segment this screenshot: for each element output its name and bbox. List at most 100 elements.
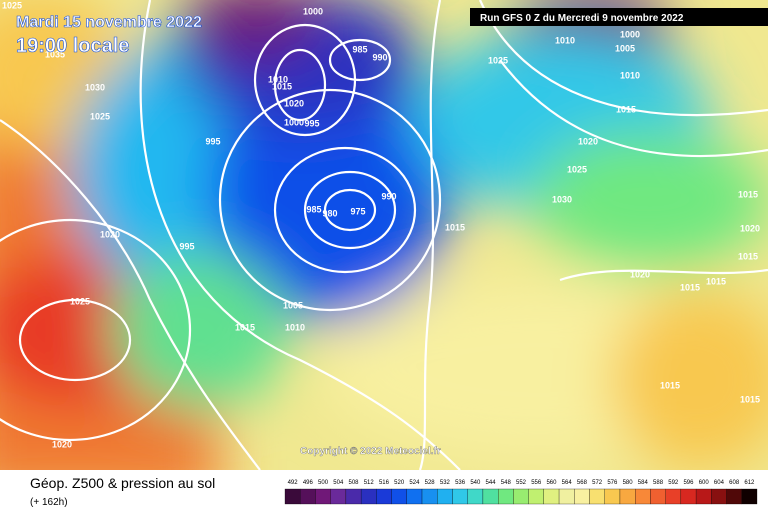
legend-swatch [437,488,453,505]
isobar-label: 1015 [740,394,760,404]
legend-label: 604 [714,480,725,486]
legend-swatch [467,488,484,505]
legend-swatch [498,488,514,505]
legend-swatch [665,488,682,505]
isobar-label: 1020 [52,439,72,449]
isobar-label: 1000 [620,29,640,39]
legend-swatch [513,488,529,505]
footer-lead: (+ 162h) [30,497,68,508]
isobar-label: 1015 [616,104,636,114]
isobar-label: 1030 [85,82,105,92]
legend-label: 612 [744,480,755,486]
color-legend: 492 496 500 504 508 512 516 520 524 528 532 536 540 5… [284,480,758,505]
legend-label: 564 [562,480,573,486]
isobar-label: 1015 [738,189,758,199]
legend-label: 576 [607,480,618,486]
legend-label: 512 [364,480,375,486]
isobar-label: 985 [352,44,367,54]
legend-label: 516 [379,480,390,486]
legend-label: 608 [729,480,740,486]
isobar-label: 1005 [283,300,303,310]
isobar-label: 1015 [235,322,255,332]
isobar-label: 995 [179,241,194,251]
isobar-label: 1025 [90,111,110,121]
isobar-label: 975 [350,206,365,216]
isobar-label: 985 [306,204,321,214]
isobar-label: 1010 [285,322,305,332]
copyright: Copyright © 2022 Meteociel.fr [300,446,441,457]
isobar-label: 995 [205,136,220,146]
forecast-date: Mardi 15 novembre 2022 [16,14,202,31]
geopotential-field [0,0,768,500]
legend-swatch [619,488,636,505]
legend-swatch [315,488,331,505]
isobar-label: 1020 [284,98,304,108]
legend-swatch [452,488,468,505]
legend-swatch [300,488,316,505]
isobar-label: 1010 [555,35,575,45]
legend-swatch [726,488,742,505]
legend-swatch [360,488,377,505]
legend-label: 592 [668,480,679,486]
isobar-label: 1005 [615,43,635,53]
legend-swatch [528,488,544,505]
legend-swatch [650,488,666,505]
legend-label: 520 [394,480,405,486]
legend-swatch [406,488,423,505]
isobar-label: 1020 [630,269,650,279]
legend-label: 492 [288,480,299,486]
legend-label: 556 [531,480,542,486]
isobar-label: 1010 [620,70,640,80]
legend-swatch [741,488,758,505]
isobar-label: 995 [304,118,319,128]
isobar-label: 1010 [268,74,288,84]
legend-swatch [711,488,727,505]
legend-label: 548 [501,480,512,486]
isobar-label: 1030 [552,194,572,204]
legend-label: 536 [455,480,466,486]
legend-swatch [695,488,712,505]
isobar-label: 990 [372,52,387,62]
isobar-label: 1020 [578,136,598,146]
legend-label: 544 [486,480,497,486]
isobar-label: 1035 [45,49,65,59]
legend-swatch [284,488,301,505]
isobars [0,0,768,471]
legend-swatch [543,488,560,505]
legend-label: 600 [699,480,710,486]
legend-swatch [635,488,651,505]
isobar-label: 1015 [680,282,700,292]
legend-swatch [604,488,621,505]
legend-label: 524 [409,480,420,486]
legend-label: 532 [440,480,451,486]
isobar-labels: 1025103510301025995102099510251020100510… [2,0,760,449]
isobar-label: 1000 [284,117,304,127]
legend-label: 572 [592,480,603,486]
legend-label: 528 [425,480,436,486]
legend-label: 500 [318,480,329,486]
footer-title: Géop. Z500 & pression au sol [30,475,215,491]
legend-label: 560 [546,480,557,486]
isobar-label: 1025 [567,164,587,174]
legend-label: 496 [303,480,314,486]
isobar-label: 990 [381,191,396,201]
isobar-label: 1015 [445,222,465,232]
legend-label: 552 [516,480,527,486]
legend-swatch [589,488,605,505]
isobar-label: 1025 [70,296,90,306]
isobar-label: 1020 [740,223,760,233]
isobar-label: 1015 [272,81,292,91]
legend-swatch [680,488,697,505]
legend-label: 584 [638,480,649,486]
legend-label: 596 [683,480,694,486]
isobar-label: 1015 [660,380,680,390]
legend-swatch [391,488,407,505]
legend-label: 504 [333,480,344,486]
legend-swatch [376,488,392,505]
run-info: Run GFS 0 Z du Mercredi 9 novembre 2022 [480,13,684,24]
legend-swatch [330,488,347,505]
run-box [470,8,768,26]
legend-label: 588 [653,480,664,486]
